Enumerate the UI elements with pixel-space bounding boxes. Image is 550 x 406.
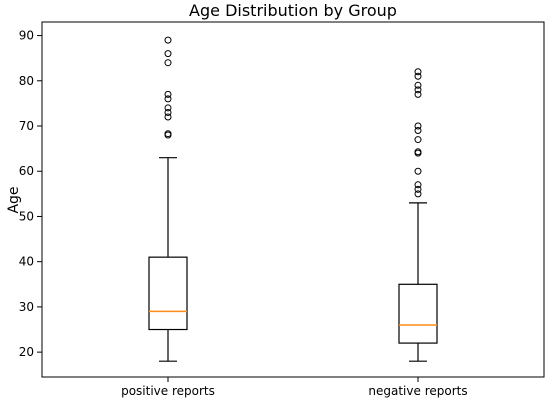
chart-title: Age Distribution by Group <box>189 1 397 20</box>
y-tick-label: 70 <box>19 119 34 133</box>
y-tick-label: 30 <box>19 300 34 314</box>
x-axis-ticks: positive reports negative reports <box>121 377 468 398</box>
iqr-box <box>398 283 438 344</box>
outlier-point <box>414 72 422 80</box>
outlier-point <box>414 81 422 89</box>
outlier-point <box>164 90 172 98</box>
outlier-point <box>414 185 422 193</box>
outlier-point <box>164 108 172 116</box>
outlier-point <box>164 59 172 67</box>
outlier-point <box>414 136 422 144</box>
x-tick-label: positive reports <box>121 384 215 398</box>
outlier-point <box>164 95 172 103</box>
outlier-point <box>164 104 172 112</box>
outlier-point <box>414 86 422 94</box>
outlier-point <box>414 167 422 175</box>
x-tick-label: negative reports <box>368 384 467 398</box>
outlier-point <box>414 127 422 135</box>
outlier-point <box>414 190 422 198</box>
y-tick-label: 20 <box>19 345 34 359</box>
outlier-point <box>164 36 172 44</box>
outlier-point <box>414 181 422 189</box>
outlier-point <box>414 122 422 130</box>
outlier-point <box>164 130 172 138</box>
outlier-point <box>164 50 172 58</box>
outlier-point <box>414 148 422 156</box>
y-axis-label: Age <box>6 186 22 213</box>
outlier-point <box>414 90 422 98</box>
box-2 <box>398 68 438 362</box>
outlier-point <box>164 113 172 121</box>
y-tick-label: 80 <box>19 74 34 88</box>
y-tick-label: 40 <box>19 255 34 269</box>
box-1 <box>148 36 188 362</box>
y-tick-label: 60 <box>19 164 34 178</box>
y-tick-label: 90 <box>19 29 34 43</box>
y-axis-ticks: 20 30 40 50 60 70 80 90 <box>19 29 42 359</box>
outlier-point <box>414 68 422 76</box>
y-tick-label: 50 <box>19 209 34 223</box>
box-group <box>148 36 438 362</box>
plot-area-frame <box>41 21 545 378</box>
iqr-box <box>148 256 188 331</box>
